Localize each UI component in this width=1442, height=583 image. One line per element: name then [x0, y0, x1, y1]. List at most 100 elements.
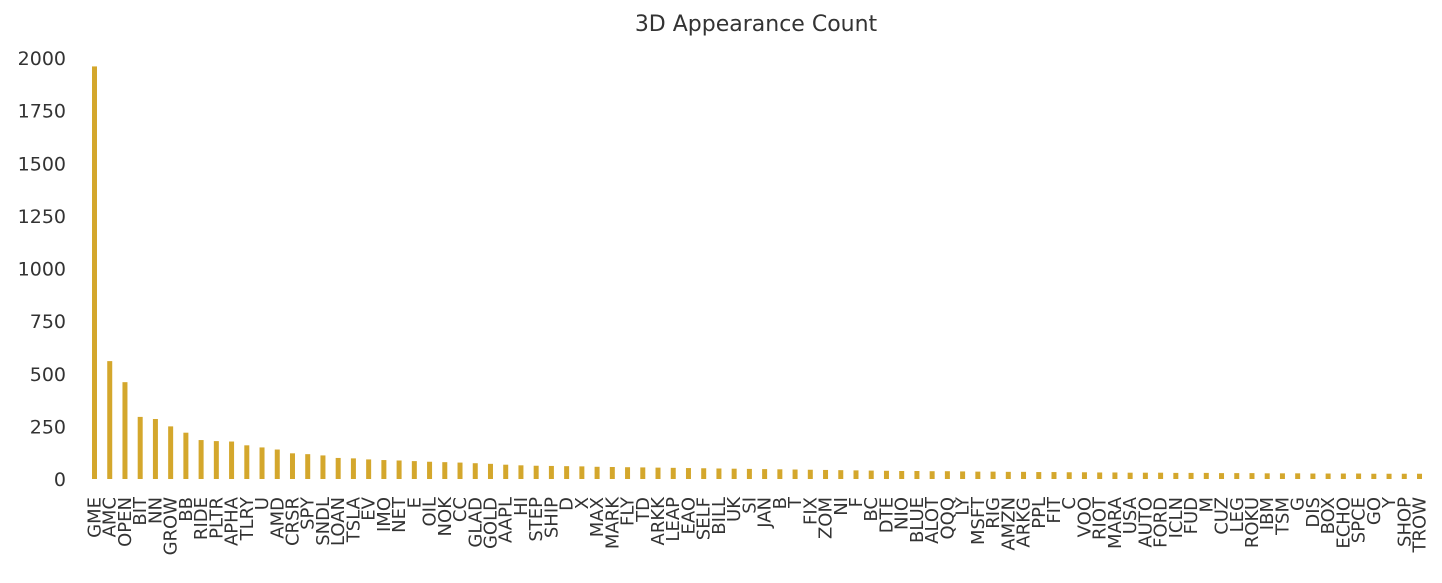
bar	[1264, 473, 1270, 479]
chart-title: 3D Appearance Count	[635, 12, 878, 37]
bar	[640, 467, 646, 479]
x-tick-label: ROKU	[1242, 497, 1263, 548]
y-tick-label: 1000	[18, 259, 66, 281]
x-tick-label: AMD	[267, 497, 288, 539]
bar	[137, 416, 143, 479]
x-tick-label: TD	[633, 497, 654, 523]
bar	[1036, 472, 1042, 479]
bar	[411, 461, 417, 479]
bar	[1219, 473, 1225, 479]
bar	[503, 464, 509, 479]
bar	[1249, 473, 1255, 479]
bar	[335, 457, 341, 479]
x-tick-label: EV	[359, 496, 380, 520]
x-tick-label: ECHO	[1333, 497, 1354, 549]
x-tick-label: BIT	[130, 496, 151, 526]
x-tick-label: GOLD	[480, 497, 501, 549]
y-tick-label: 750	[30, 311, 66, 333]
bar	[899, 471, 905, 479]
bar	[350, 458, 356, 479]
x-tick-label: SHIP	[541, 497, 562, 538]
bar	[1081, 472, 1087, 479]
bar	[92, 66, 97, 480]
x-tick-label: NOK	[435, 496, 456, 537]
x-tick-label: LOAN	[328, 497, 349, 546]
x-tick-label: BB	[176, 497, 197, 522]
y-tick-label: 250	[30, 416, 66, 438]
x-tick-label: ARKK	[648, 496, 669, 546]
x-tick-label: TLRY	[237, 496, 258, 541]
x-tick-label: X	[572, 497, 593, 509]
x-tick-label: BC	[861, 497, 882, 522]
x-tick-label: CUZ	[1212, 497, 1233, 535]
bar	[1005, 471, 1011, 479]
bar	[853, 470, 859, 479]
x-tick-label: NN	[145, 497, 166, 524]
x-tick-label: GME	[85, 497, 106, 538]
bar	[1021, 471, 1027, 479]
x-tick-label: JAN	[755, 497, 776, 529]
bar	[533, 465, 539, 479]
x-tick-label: T	[785, 496, 806, 509]
x-tick-label: APHA	[222, 496, 243, 546]
x-tick-label: AMC	[100, 497, 121, 537]
y-tick-label: 1250	[18, 206, 66, 228]
x-tick-label: SHOP	[1394, 497, 1415, 547]
bar	[1112, 472, 1118, 479]
x-tick-label: VOO	[1074, 497, 1095, 537]
bar	[152, 419, 158, 479]
bar	[1310, 473, 1316, 479]
x-tick-label: BLUE	[907, 497, 928, 543]
x-tick-label: F	[846, 497, 867, 507]
bar	[625, 467, 631, 479]
x-tick-label: G	[1288, 497, 1309, 511]
bar	[868, 470, 874, 479]
bar	[289, 453, 295, 479]
x-tick-label: SI	[739, 497, 760, 514]
bar	[716, 468, 722, 479]
x-tick-label: ALOT	[922, 496, 943, 544]
x-tick-label: MARA	[1105, 496, 1126, 549]
bar	[442, 462, 448, 479]
x-tick-label: GLAD	[465, 497, 486, 548]
x-tick-label: PPL	[1029, 497, 1050, 529]
bar	[396, 460, 402, 479]
bar	[1203, 472, 1209, 479]
x-tick-label: SPY	[298, 496, 319, 530]
bar	[183, 432, 189, 479]
bar	[472, 463, 478, 479]
x-tick-label: USA	[1120, 496, 1141, 534]
x-tick-label: BILL	[709, 497, 730, 535]
bar	[655, 467, 661, 479]
bar	[1325, 473, 1331, 479]
x-tick-label: U	[252, 497, 273, 510]
bar	[883, 470, 889, 479]
x-axis: GMEAMCOPENBITNNGROWBBRIDEPLTRAPHATLRYUAM…	[85, 496, 1431, 556]
x-tick-label: TSLA	[343, 496, 364, 543]
x-tick-label: D	[557, 497, 578, 511]
bar	[1188, 472, 1194, 479]
bar	[305, 454, 311, 479]
bar	[1340, 473, 1346, 479]
bar	[1051, 472, 1057, 479]
x-tick-label: DTE	[876, 497, 897, 533]
bar	[168, 426, 174, 480]
x-tick-label: MAX	[587, 497, 608, 537]
y-axis: 0 250 500 750 1000 1250 1500 1750 2000	[18, 48, 66, 491]
bar	[685, 468, 691, 479]
x-tick-label: GROW	[161, 497, 182, 556]
x-tick-label: B	[770, 497, 791, 509]
x-tick-label: MARK	[602, 496, 623, 549]
x-tick-label: EAO	[678, 497, 699, 535]
bar	[914, 471, 920, 479]
x-tick-label: OPEN	[115, 497, 136, 547]
bar	[518, 465, 524, 479]
x-tick-label: SPCE	[1349, 497, 1370, 543]
bar	[701, 468, 707, 479]
x-tick-label: FIT	[1044, 496, 1065, 524]
bar	[792, 469, 798, 479]
x-tick-label: UK	[724, 496, 745, 522]
x-tick-label: FORD	[1151, 497, 1172, 548]
bar	[548, 465, 554, 479]
